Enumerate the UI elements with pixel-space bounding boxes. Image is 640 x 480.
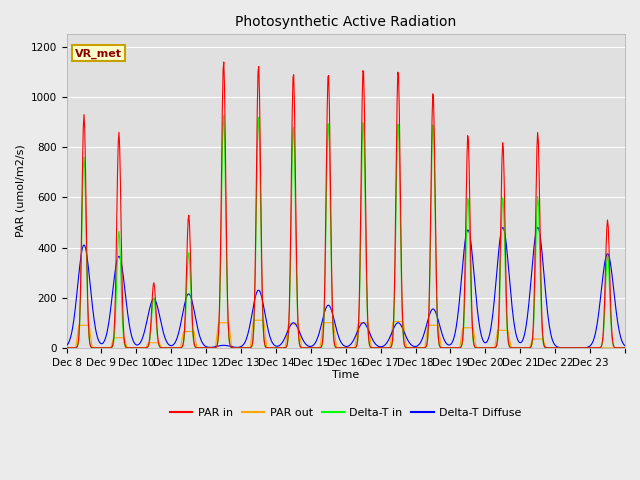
Title: Photosynthetic Active Radiation: Photosynthetic Active Radiation bbox=[235, 15, 456, 29]
Text: VR_met: VR_met bbox=[75, 48, 122, 59]
Legend: PAR in, PAR out, Delta-T in, Delta-T Diffuse: PAR in, PAR out, Delta-T in, Delta-T Dif… bbox=[166, 404, 526, 422]
X-axis label: Time: Time bbox=[332, 370, 360, 380]
Y-axis label: PAR (umol/m2/s): PAR (umol/m2/s) bbox=[15, 144, 25, 238]
